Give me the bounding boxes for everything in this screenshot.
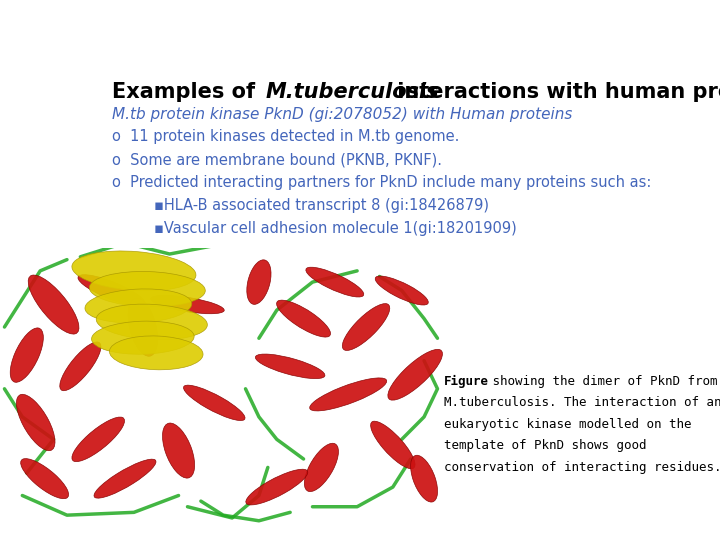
Text: o  Some are membrane bound (PKNB, PKNF).: o Some are membrane bound (PKNB, PKNF). (112, 152, 442, 167)
Text: interactions with human proteins: interactions with human proteins (390, 82, 720, 102)
Ellipse shape (60, 342, 101, 391)
Ellipse shape (85, 289, 192, 323)
Ellipse shape (310, 378, 387, 411)
Ellipse shape (410, 455, 438, 502)
Ellipse shape (388, 349, 443, 400)
Ellipse shape (163, 423, 194, 478)
Text: M.tuberculosis. The interaction of an: M.tuberculosis. The interaction of an (444, 396, 720, 409)
Ellipse shape (371, 421, 415, 469)
Ellipse shape (306, 267, 364, 297)
Text: ▪Vascular cell adhesion molecule 1(gi:18201909): ▪Vascular cell adhesion molecule 1(gi:18… (154, 221, 517, 236)
Ellipse shape (109, 336, 203, 370)
Text: Figure: Figure (444, 375, 490, 388)
Text: M.tuberculosis: M.tuberculosis (266, 82, 439, 102)
Text: M.tb protein kinase PknD (gi:2078052) with Human proteins: M.tb protein kinase PknD (gi:2078052) wi… (112, 107, 572, 122)
Ellipse shape (342, 303, 390, 350)
Ellipse shape (247, 260, 271, 305)
Ellipse shape (17, 394, 55, 451)
Ellipse shape (96, 304, 207, 340)
Text: eukaryotic kinase modelled on the: eukaryotic kinase modelled on the (444, 418, 692, 431)
Ellipse shape (72, 251, 196, 291)
Ellipse shape (78, 275, 145, 306)
Ellipse shape (305, 443, 338, 491)
Ellipse shape (21, 458, 68, 499)
Text: template of PknD shows good: template of PknD shows good (444, 440, 647, 453)
Ellipse shape (94, 459, 156, 498)
Ellipse shape (375, 276, 428, 305)
Ellipse shape (256, 354, 325, 379)
Ellipse shape (246, 469, 307, 505)
Ellipse shape (150, 295, 224, 314)
Ellipse shape (128, 298, 158, 356)
Text: conservation of interacting residues.: conservation of interacting residues. (444, 461, 720, 474)
Ellipse shape (28, 275, 79, 334)
Ellipse shape (276, 300, 330, 337)
Ellipse shape (91, 321, 194, 354)
Ellipse shape (72, 417, 125, 462)
Ellipse shape (89, 272, 205, 307)
Text: Examples of: Examples of (112, 82, 263, 102)
Text: o  11 protein kinases detected in M.tb genome.: o 11 protein kinases detected in M.tb ge… (112, 129, 459, 144)
Ellipse shape (184, 385, 245, 421)
Text: o  Predicted interacting partners for PknD include many proteins such as:: o Predicted interacting partners for Pkn… (112, 175, 652, 190)
Ellipse shape (10, 328, 43, 382)
Text: showing the dimer of PknD from: showing the dimer of PknD from (485, 375, 717, 388)
Text: ▪HLA-B associated transcript 8 (gi:18426879): ▪HLA-B associated transcript 8 (gi:18426… (154, 198, 489, 213)
